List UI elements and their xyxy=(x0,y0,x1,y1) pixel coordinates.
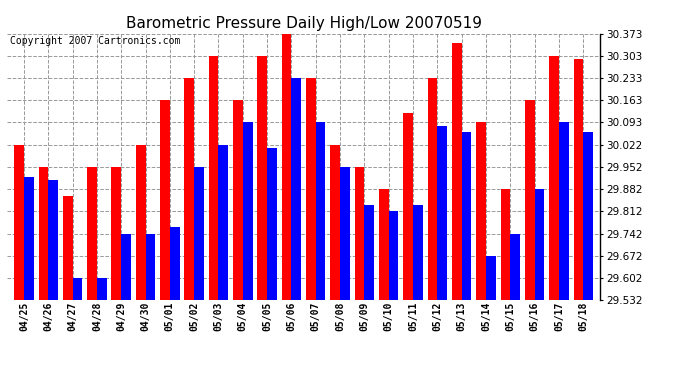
Bar xyxy=(486,256,495,300)
Bar xyxy=(39,167,48,300)
Bar xyxy=(194,167,204,300)
Bar xyxy=(14,145,24,300)
Bar xyxy=(549,56,559,300)
Bar xyxy=(306,78,316,300)
Bar xyxy=(316,122,326,300)
Bar xyxy=(452,43,462,300)
Bar xyxy=(437,126,447,300)
Bar xyxy=(364,205,374,300)
Bar xyxy=(525,100,535,300)
Bar xyxy=(209,56,219,300)
Bar xyxy=(355,167,364,300)
Bar xyxy=(404,113,413,300)
Bar xyxy=(559,122,569,300)
Bar xyxy=(233,100,243,300)
Bar xyxy=(267,148,277,300)
Bar xyxy=(388,211,398,300)
Bar xyxy=(170,227,179,300)
Bar xyxy=(511,234,520,300)
Bar xyxy=(48,180,58,300)
Bar xyxy=(219,145,228,300)
Bar xyxy=(72,278,82,300)
Bar xyxy=(413,205,423,300)
Bar xyxy=(428,78,437,300)
Bar xyxy=(121,234,131,300)
Bar xyxy=(583,132,593,300)
Bar xyxy=(63,195,72,300)
Bar xyxy=(184,78,194,300)
Bar xyxy=(476,122,486,300)
Bar xyxy=(500,189,511,300)
Bar xyxy=(243,122,253,300)
Bar xyxy=(257,56,267,300)
Bar xyxy=(535,189,544,300)
Bar xyxy=(97,278,107,300)
Bar xyxy=(87,167,97,300)
Bar xyxy=(462,132,471,300)
Text: Copyright 2007 Cartronics.com: Copyright 2007 Cartronics.com xyxy=(10,36,180,46)
Bar xyxy=(331,145,340,300)
Bar xyxy=(573,59,583,300)
Bar xyxy=(282,34,291,300)
Bar xyxy=(24,177,34,300)
Bar xyxy=(160,100,170,300)
Bar xyxy=(136,145,146,300)
Bar xyxy=(379,189,388,300)
Bar xyxy=(340,167,350,300)
Title: Barometric Pressure Daily High/Low 20070519: Barometric Pressure Daily High/Low 20070… xyxy=(126,16,482,31)
Bar xyxy=(112,167,121,300)
Bar xyxy=(291,78,301,300)
Bar xyxy=(146,234,155,300)
